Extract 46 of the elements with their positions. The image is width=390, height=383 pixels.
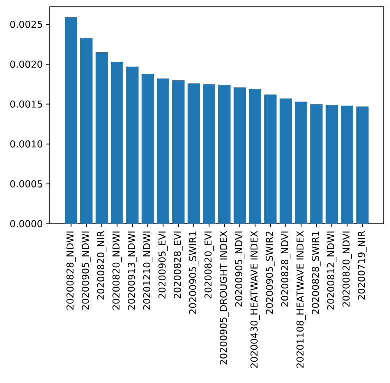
x-tick-label: 20200905_SWIR2 — [266, 232, 276, 314]
x-tick-label: 20200719_NIR — [358, 231, 368, 300]
bar — [188, 84, 200, 224]
bar — [80, 38, 93, 224]
bar — [249, 89, 262, 224]
y-tick-label: 0.0015 — [10, 100, 42, 108]
bar — [356, 106, 369, 224]
x-tick-label: 20200812_NDWI — [327, 232, 337, 310]
bar — [310, 104, 323, 224]
x-tick-label: 20200820_NDVI — [342, 232, 352, 307]
bar — [295, 102, 308, 224]
y-tick-label: 0.0020 — [10, 60, 42, 68]
x-tick-label: 20200828_NDWI — [66, 232, 76, 310]
x-tick-label: 20200820_EVI — [204, 232, 214, 299]
x-tick-label: 20200905_EVI — [158, 232, 168, 299]
bar — [172, 80, 185, 224]
bar — [218, 85, 231, 224]
bar — [126, 66, 139, 224]
bar — [264, 94, 277, 224]
y-tick-label: 0.0000 — [10, 220, 42, 228]
x-tick-label: 20200828_NDVI — [281, 232, 291, 307]
bar — [280, 98, 292, 224]
bar — [234, 88, 246, 224]
x-tick-label: 20200905_NDWI — [82, 232, 92, 310]
bar — [65, 17, 78, 224]
x-tick-label: 20200828_EVI — [174, 232, 184, 299]
x-tick-label: 20200820_NDWI — [112, 232, 122, 310]
x-tick-label: 20200913_NDWI — [128, 232, 138, 310]
y-tick-label: 0.0010 — [10, 140, 42, 148]
bar — [111, 62, 124, 224]
bar — [341, 106, 354, 224]
x-tick-label: 20200905_NDVI — [235, 232, 245, 307]
x-tick-label: 20200828_SWIR1 — [312, 232, 322, 314]
y-tick-label: 0.0005 — [10, 180, 42, 188]
x-tick-label: 20200905_SWIR1 — [189, 232, 199, 314]
x-tick-label: 20200905_DROUGHT INDEX — [220, 231, 230, 365]
x-tick-label: 20201108_HEATWAVE INDEX — [296, 231, 306, 368]
y-tick-label: 0.0025 — [10, 20, 42, 28]
bar — [326, 105, 338, 224]
bar — [142, 74, 154, 224]
bar — [96, 52, 108, 224]
x-tick-label: 20201210_NDWI — [143, 232, 153, 310]
bar — [203, 84, 216, 224]
bar — [157, 78, 170, 224]
x-tick-label: 20200820_NIR — [97, 231, 107, 300]
x-tick-label: 20200430_HEATWAVE INDEX — [250, 231, 260, 368]
